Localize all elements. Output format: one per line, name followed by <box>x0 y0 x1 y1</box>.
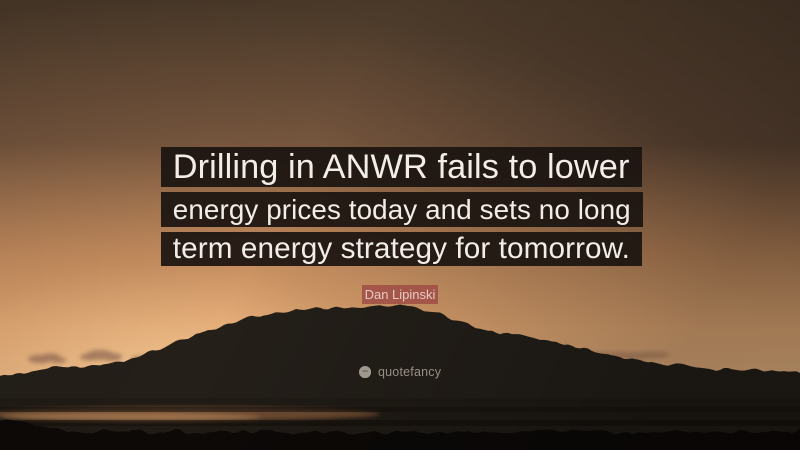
svg-text:””: ”” <box>362 370 368 376</box>
